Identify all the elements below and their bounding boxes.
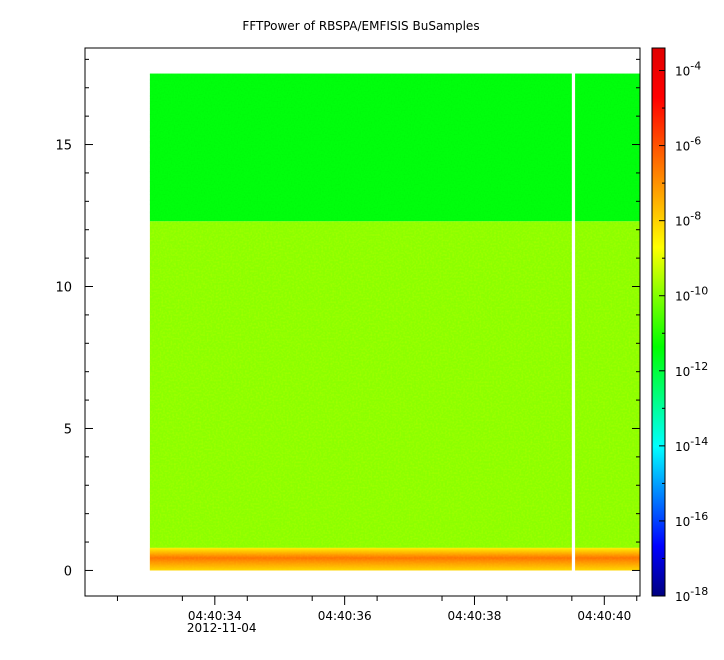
plot-frame (84, 47, 641, 597)
y-axis: 0 5 10 15 (55, 58, 640, 579)
colorbar-frame (651, 47, 666, 597)
x-tick-label: 04:40:34 (188, 609, 242, 623)
colorbar-tick-label: 10-16 (675, 510, 708, 529)
colorbar-tick-exponent: -10 (690, 285, 708, 298)
colorbar-tick-exponent: -18 (690, 585, 708, 598)
colorbar: 10-4 10-6 10-8 10-10 10-12 10-14 10-16 10-18 (651, 47, 708, 604)
colorbar-tick-label: 10-6 (675, 135, 701, 154)
spectrogram-data (149, 72, 640, 572)
colorbar-tick-exponent: -8 (690, 210, 701, 223)
colorbar-tick-label: 10-18 (675, 585, 708, 604)
colorbar-tick-exponent: -4 (690, 60, 701, 73)
colorbar-ticks: 10-4 10-6 10-8 10-10 10-12 10-14 10-16 10-18 (659, 60, 708, 604)
colorbar-tick-label: 10-4 (675, 60, 701, 79)
y-tick-label: 10 (55, 281, 72, 296)
y-tick-label: 5 (64, 422, 72, 437)
colorbar-tick-exponent: -16 (690, 510, 708, 523)
colorbar-tick-exponent: -6 (690, 135, 701, 148)
colorbar-tick-exponent: -12 (690, 360, 708, 373)
x-tick-sublabel: 2012-11-04 (187, 621, 257, 635)
y-tick-label: 0 (64, 564, 72, 579)
x-tick-label: 04:40:36 (318, 609, 372, 623)
spectrogram-band-texture (149, 73, 640, 222)
colorbar-tick-label: 10-10 (675, 285, 708, 304)
chart-title: FFTPower of RBSPA/EMFISIS BuSamples (242, 19, 479, 33)
spectrogram-band-texture (149, 221, 640, 548)
colorbar-tick-label: 10-8 (675, 210, 701, 229)
x-tick-label: 04:40:38 (448, 609, 502, 623)
colorbar-tick-exponent: -14 (690, 435, 708, 448)
spectrogram-band-texture (149, 547, 640, 571)
y-tick-label: 15 (55, 139, 72, 154)
data-gap (571, 72, 576, 572)
x-tick-label: 04:40:40 (577, 609, 631, 623)
colorbar-fill (652, 48, 665, 596)
colorbar-tick-label: 10-14 (675, 435, 708, 454)
colorbar-tick-label: 10-12 (675, 360, 708, 379)
